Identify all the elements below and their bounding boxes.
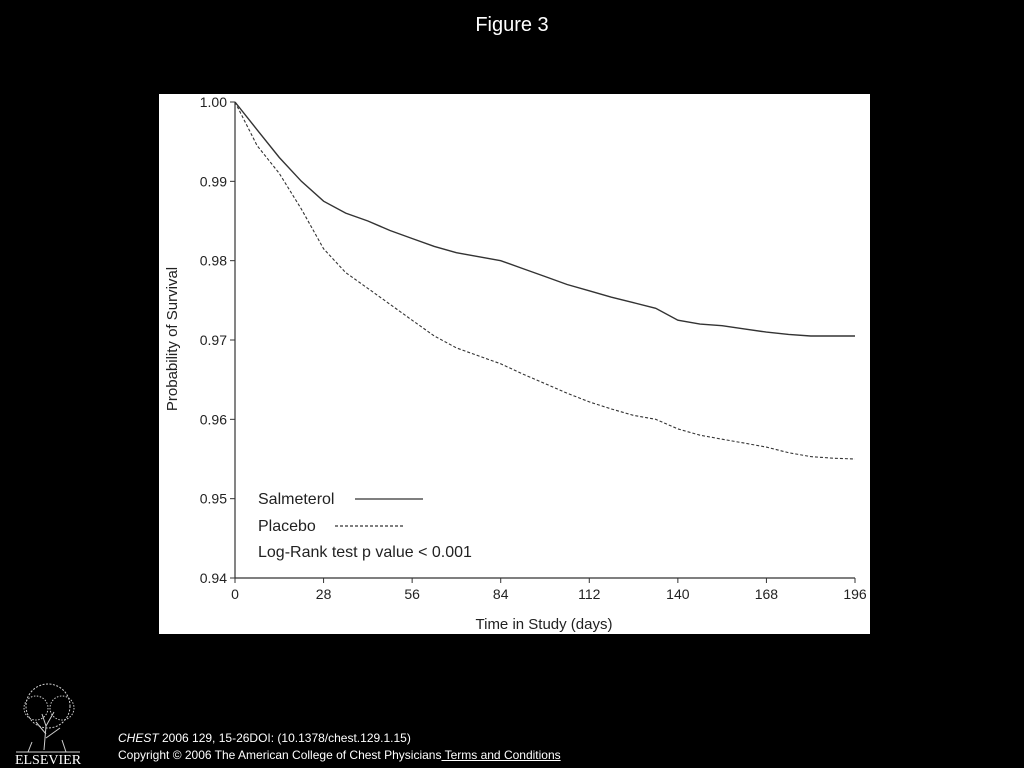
series-layer: [234, 101, 856, 460]
x-tick-label: 28: [316, 586, 332, 602]
y-axis-title: Probability of Survival: [164, 267, 181, 411]
publisher-name: ELSEVIER: [15, 753, 82, 766]
y-tick-label: 0.96: [200, 411, 227, 427]
x-tick-label: 56: [404, 586, 420, 602]
ticks: 0.94 0.95 0.96 0.97 0.98 0.99 1.00 0 28 56 84 112 14…: [200, 94, 867, 602]
slide-title: Figure 3: [475, 14, 549, 36]
x-axis-title: Time in Study (days): [476, 616, 613, 633]
x-tick-label: 140: [666, 586, 690, 602]
x-tick-label: 196: [843, 586, 867, 602]
tree-icon: [16, 683, 80, 753]
citation-line: CHEST 2006 129, 15-26DOI: (10.1378/chest…: [118, 730, 561, 747]
legend-label-placebo: Placebo: [258, 518, 316, 535]
figure-panel: 0.94 0.95 0.96 0.97 0.98 0.99 1.00 0 28 56 84 112 14…: [159, 94, 870, 634]
y-tick-label: 0.97: [200, 332, 227, 348]
legend-annotation: Log-Rank test p value < 0.001: [258, 544, 472, 561]
y-tick-label: 0.95: [200, 491, 227, 507]
x-tick-label: 112: [578, 586, 601, 602]
survival-chart: 0.94 0.95 0.96 0.97 0.98 0.99 1.00 0 28 56 84 112 14…: [164, 94, 867, 633]
copyright-line: Copyright © 2006 The American College of…: [118, 747, 561, 764]
copyright-text: Copyright © 2006 The American College of…: [118, 748, 442, 762]
y-tick-label: 0.98: [200, 253, 227, 269]
citation: CHEST 2006 129, 15-26DOI: (10.1378/chest…: [118, 730, 561, 764]
series-line-salmeterol: [234, 101, 855, 337]
legend: Salmeterol Placebo Log-Rank test p value…: [258, 491, 472, 561]
elsevier-logo: ELSEVIER: [15, 683, 82, 766]
y-tick-label: 0.94: [200, 570, 227, 586]
y-tick-label: 1.00: [200, 94, 227, 110]
legend-label-salmeterol: Salmeterol: [258, 491, 334, 508]
citation-details: 2006 129, 15-26DOI: (10.1378/chest.129.1…: [158, 731, 411, 745]
x-tick-label: 0: [231, 586, 239, 602]
terms-and-conditions-link[interactable]: Terms and Conditions: [441, 748, 561, 762]
citation-journal: CHEST: [118, 731, 159, 745]
y-tick-label: 0.99: [200, 173, 227, 189]
x-tick-label: 168: [755, 586, 779, 602]
x-tick-label: 84: [493, 586, 509, 602]
series-line-placebo: [234, 101, 856, 460]
